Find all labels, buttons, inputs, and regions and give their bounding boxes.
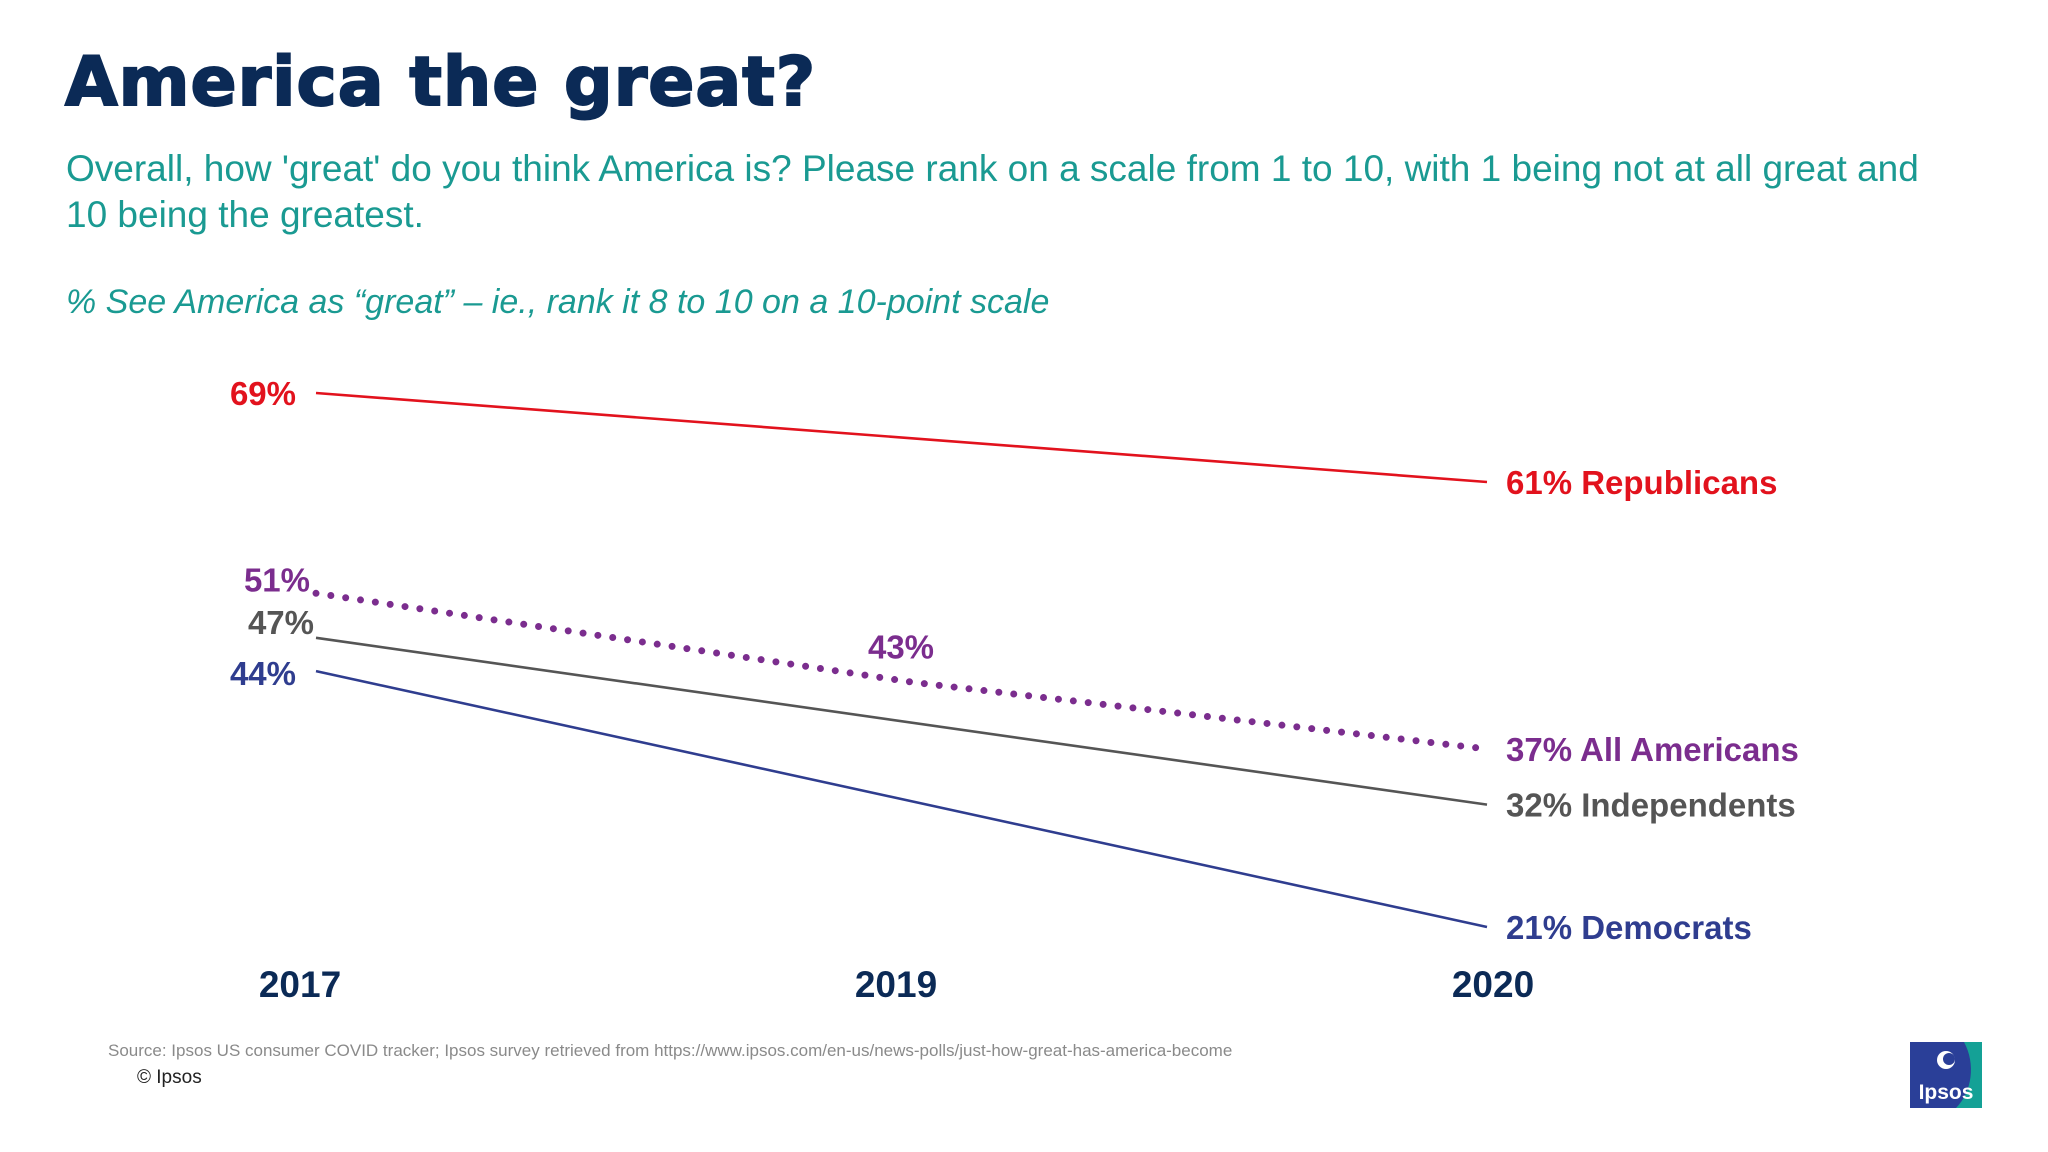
series-name-all-americans: All Americans (1580, 731, 1799, 768)
x-tick-label-2019: 2019 (855, 964, 937, 1005)
data-label-independents-2017: 47% (248, 604, 314, 641)
end-label-independents: 32% Independents (1506, 787, 1796, 824)
ipsos-logo: Ipsos (1910, 1042, 1982, 1108)
series-layer (312, 391, 1491, 929)
data-label-all-americans-2020: 37% (1506, 731, 1580, 768)
logo-text: Ipsos (1919, 1081, 1974, 1104)
data-label-democrats-2020: 21% (1506, 909, 1581, 946)
copyright: © Ipsos (137, 1067, 202, 1088)
label-layer: 69% 61% Republicans 51% 43% 37% All American… (230, 375, 1799, 946)
source-note: Source: Ipsos US consumer COVID tracker;… (108, 1041, 1233, 1060)
series-line-republicans (315, 391, 1488, 484)
data-label-all-americans-2019: 43% (868, 628, 934, 665)
end-label-republicans: 61% Republicans (1506, 464, 1777, 501)
survey-question: Overall, how 'great' do you think Americ… (66, 148, 1919, 235)
series-name-independents: Independents (1581, 787, 1796, 824)
series-line-independents (315, 636, 1488, 806)
series-name-democrats: Democrats (1581, 909, 1752, 946)
series-name-republicans: Republicans (1581, 464, 1777, 501)
x-tick-label-2020: 2020 (1452, 964, 1534, 1005)
data-label-republicans-2017: 69% (230, 375, 296, 412)
end-label-democrats: 21% Democrats (1506, 909, 1752, 946)
series-line-all-americans (312, 589, 1491, 753)
chart-note: % See America as “great” – ie., rank it … (66, 283, 1050, 321)
series-line-democrats (315, 669, 1488, 929)
page-title: America the great? (64, 42, 817, 122)
x-tick-label-2017: 2017 (259, 964, 341, 1005)
data-label-independents-2020: 32% (1506, 787, 1581, 824)
data-label-democrats-2017: 44% (230, 655, 296, 692)
data-label-republicans-2020: 61% (1506, 464, 1581, 501)
data-label-all-americans-2017: 51% (244, 561, 310, 598)
end-label-all-americans: 37% All Americans (1506, 731, 1799, 768)
x-axis: 2017 2019 2020 (259, 964, 1534, 1005)
